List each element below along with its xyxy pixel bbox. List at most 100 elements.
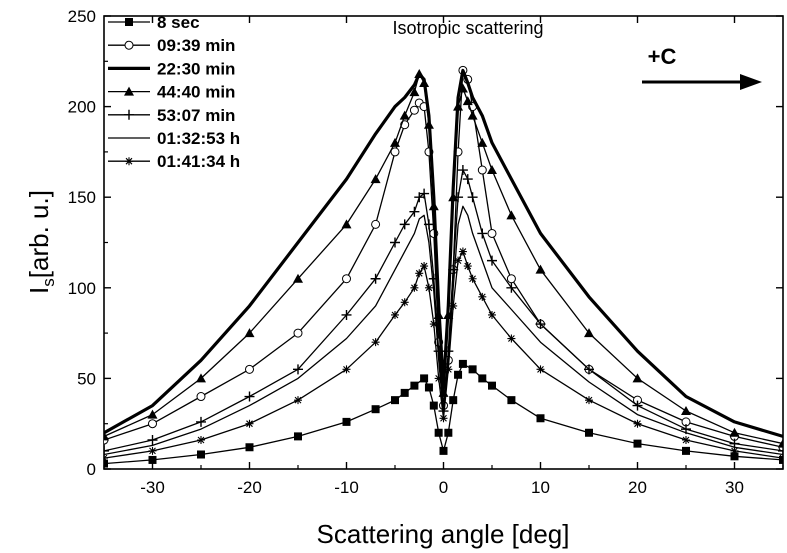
- y-tick-label: 100: [68, 279, 96, 298]
- data-point: [245, 443, 254, 452]
- data-point: [454, 256, 463, 265]
- data-point: [453, 192, 464, 203]
- x-tick-label: -10: [334, 478, 359, 497]
- legend-item: 09:39 min: [108, 36, 235, 55]
- data-point: [488, 381, 496, 390]
- data-point: [293, 364, 303, 375]
- data-point: [410, 283, 419, 292]
- legend-item: 01:41:34 h: [108, 152, 240, 171]
- data-point: [585, 396, 593, 405]
- data-point: [399, 110, 410, 120]
- data-point: [462, 96, 473, 106]
- data-point: [409, 105, 419, 115]
- data-point: [244, 391, 255, 402]
- data-point: [478, 374, 487, 383]
- data-point: [778, 438, 783, 448]
- data-point: [681, 406, 691, 416]
- data-point: [409, 206, 420, 217]
- data-point: [584, 328, 594, 338]
- data-point: [371, 219, 381, 229]
- x-tick-label: 0: [439, 478, 448, 497]
- data-point: [632, 373, 643, 383]
- data-point: [424, 283, 433, 292]
- y-tick-label: 250: [68, 7, 96, 26]
- data-point: [390, 137, 400, 147]
- data-point: [125, 18, 133, 26]
- data-point: [457, 83, 468, 93]
- data-point: [463, 262, 472, 271]
- data-point: [370, 273, 381, 284]
- data-point: [633, 419, 642, 428]
- data-point: [371, 338, 380, 347]
- legend-item: 53:07 min: [108, 106, 235, 125]
- legend-label: 09:39 min: [157, 36, 235, 55]
- data-point: [584, 364, 594, 375]
- data-point: [245, 419, 254, 428]
- y-axis-label: Is[arb. u.]: [24, 190, 58, 294]
- data-point: [506, 274, 516, 284]
- x-axis: -30 -20 -10 0 10 20 30: [103, 16, 784, 497]
- data-point: [477, 228, 488, 239]
- annotation-label: +C: [648, 44, 677, 69]
- data-point: [390, 237, 400, 248]
- data-point: [342, 365, 351, 374]
- data-point: [370, 174, 381, 184]
- data-point: [104, 454, 108, 463]
- data-point: [294, 396, 302, 405]
- x-tick-label: 30: [725, 478, 744, 497]
- arrow-right-icon: [642, 74, 762, 90]
- data-point: [415, 269, 424, 278]
- data-point: [729, 427, 740, 437]
- data-point: [632, 400, 643, 411]
- data-point: [477, 137, 488, 147]
- data-point: [507, 334, 516, 343]
- data-point: [390, 147, 400, 157]
- data-point: [449, 301, 458, 310]
- data-point: [457, 165, 468, 176]
- y-tick-label: 50: [77, 369, 96, 388]
- data-point: [124, 109, 134, 120]
- data-point: [391, 310, 399, 319]
- x-tick-label: -30: [140, 478, 165, 497]
- data-point: [682, 436, 690, 445]
- data-point: [585, 428, 593, 437]
- data-point: [410, 381, 419, 390]
- data-point: [197, 450, 205, 459]
- data-point: [633, 439, 642, 448]
- data-point: [293, 273, 303, 283]
- legend: 8 sec 09:39 min 22:30 min 44:40 min 53:07 mi…: [108, 13, 240, 171]
- data-point: [147, 435, 158, 446]
- data-point: [682, 446, 690, 455]
- series-0: [104, 359, 783, 468]
- data-point: [506, 210, 517, 220]
- data-point: [420, 262, 429, 271]
- data-point: [419, 188, 430, 199]
- data-point: [468, 274, 477, 283]
- data-point: [449, 396, 458, 405]
- data-point: [294, 432, 302, 441]
- series-line: [104, 68, 783, 438]
- data-point: [778, 445, 783, 456]
- data-point: [104, 445, 109, 456]
- data-point: [458, 247, 467, 256]
- data-point: [429, 320, 438, 329]
- data-point: [400, 388, 409, 397]
- legend-label: 53:07 min: [157, 106, 235, 125]
- data-point: [439, 446, 448, 455]
- data-point: [536, 414, 545, 423]
- data-point: [507, 396, 516, 405]
- data-point: [506, 282, 517, 293]
- data-point: [419, 78, 430, 88]
- y-tick-label: 0: [87, 460, 96, 479]
- legend-item: 01:32:53 h: [108, 129, 240, 148]
- data-point: [488, 310, 496, 319]
- data-point: [148, 455, 157, 464]
- data-point: [487, 228, 497, 238]
- x-tick-label: 10: [531, 478, 550, 497]
- data-point: [342, 274, 351, 284]
- data-point: [196, 416, 206, 427]
- data-point: [467, 110, 478, 120]
- data-point: [148, 446, 157, 455]
- x-tick-label: -20: [237, 478, 262, 497]
